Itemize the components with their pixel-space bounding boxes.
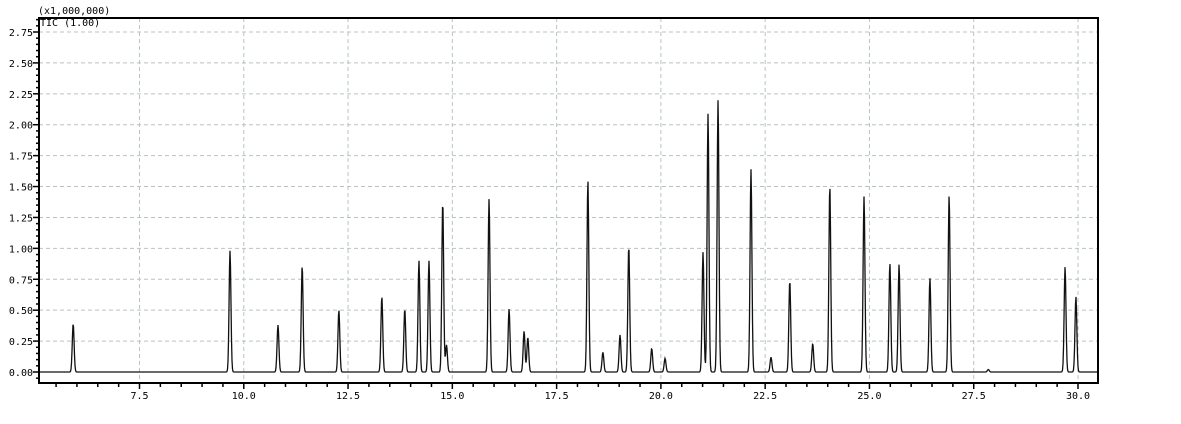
x-tick-label: 27.5 (962, 391, 986, 402)
scale-label: (x1,000,000) (38, 6, 110, 17)
grid (39, 18, 1098, 383)
trace-label: TIC (1.00) (40, 18, 100, 29)
x-tick-label: 15.0 (440, 391, 464, 402)
y-tick-label: 1.50 (9, 183, 33, 194)
x-tick-label: 22.5 (753, 391, 777, 402)
x-tick-label: 12.5 (336, 391, 360, 402)
y-tick-label: 2.75 (9, 28, 33, 39)
y-tick-label: 0.25 (9, 337, 33, 348)
y-tick-label: 2.00 (9, 121, 33, 132)
y-tick-label: 1.75 (9, 152, 33, 163)
y-tick-label: 0.00 (9, 368, 33, 379)
x-tick-label: 25.0 (857, 391, 881, 402)
y-tick-label: 2.50 (9, 59, 33, 70)
y-tick-label: 1.00 (9, 244, 33, 255)
y-tick-label: 1.25 (9, 213, 33, 224)
y-tick-label: 0.75 (9, 275, 33, 286)
plot-frame (38, 17, 1099, 384)
y-tick-label: 2.25 (9, 90, 33, 101)
y-tick-label: 0.50 (9, 306, 33, 317)
x-tick-label: 30.0 (1066, 391, 1090, 402)
x-tick-label: 7.5 (130, 391, 148, 402)
x-tick-label: 10.0 (232, 391, 256, 402)
x-tick-label: 17.5 (545, 391, 569, 402)
x-tick-label: 20.0 (649, 391, 673, 402)
tic-trace (40, 100, 1097, 373)
